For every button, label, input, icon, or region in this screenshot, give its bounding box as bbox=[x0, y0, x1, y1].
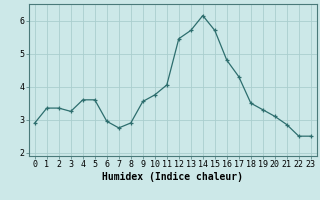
X-axis label: Humidex (Indice chaleur): Humidex (Indice chaleur) bbox=[102, 172, 243, 182]
